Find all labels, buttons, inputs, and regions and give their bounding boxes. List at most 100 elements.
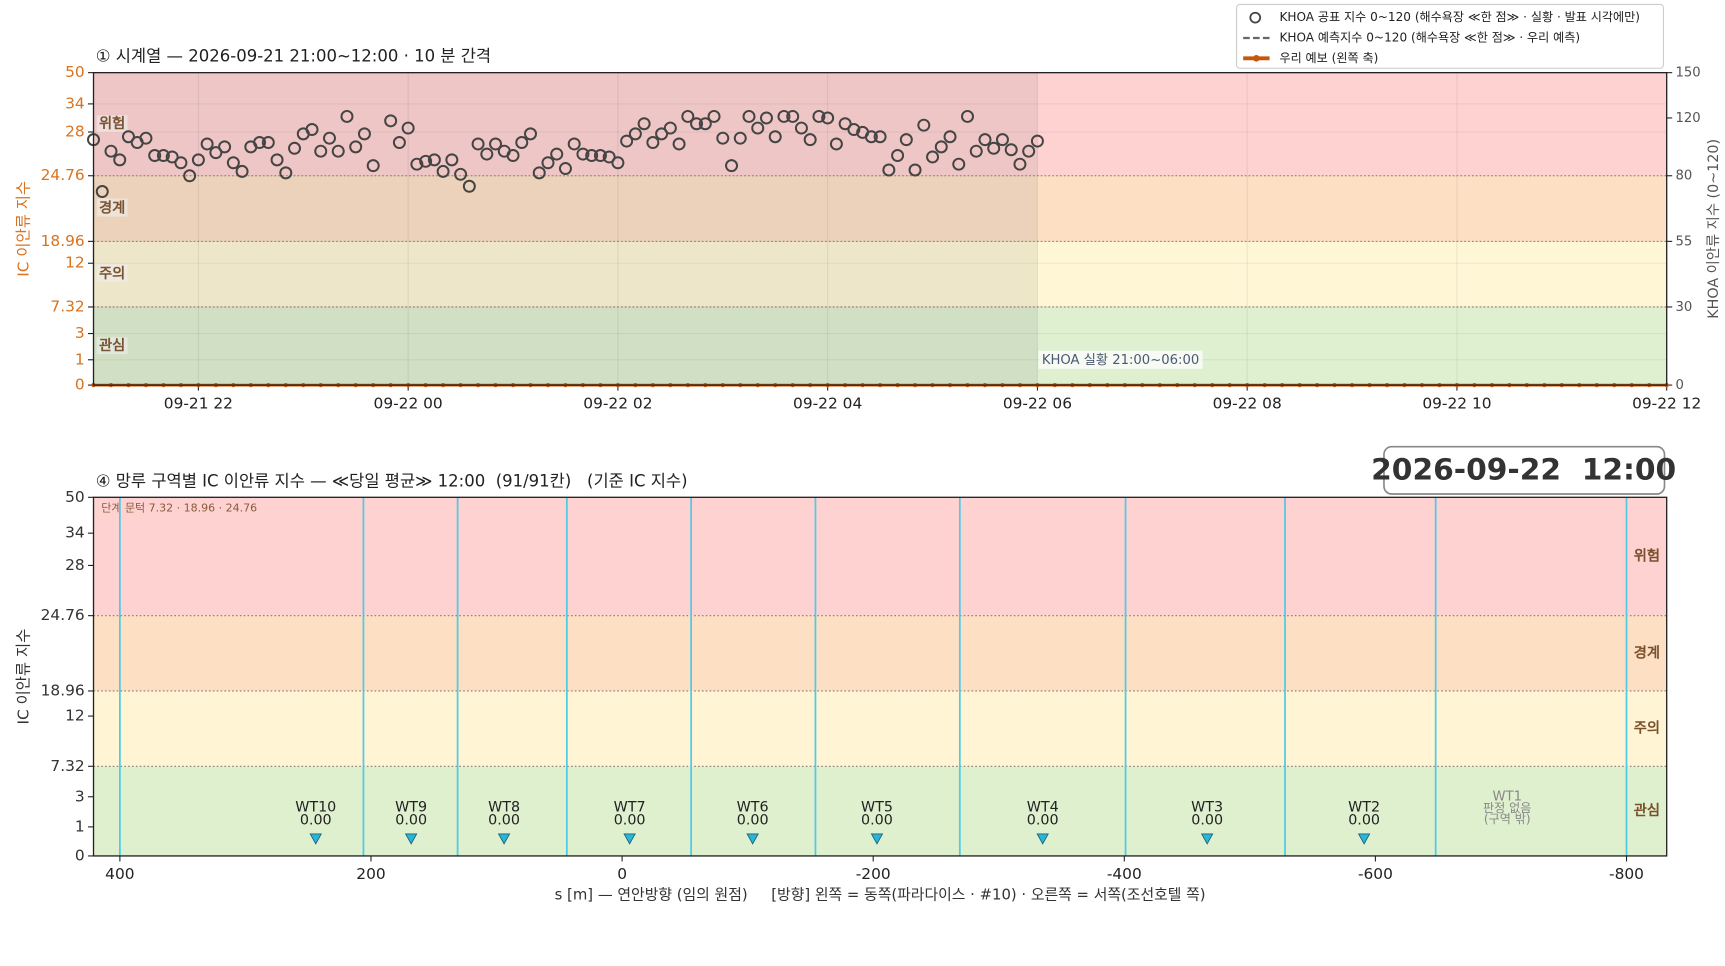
risk-band bbox=[93, 175, 1667, 242]
data-point bbox=[331, 144, 345, 158]
data-point bbox=[698, 117, 712, 131]
y-axis-label: IC 이안류 지수 bbox=[15, 629, 33, 725]
data-point bbox=[427, 153, 441, 167]
x-tick-label: 09-22 06 bbox=[1003, 394, 1072, 412]
span-label-bg bbox=[1038, 350, 1203, 369]
data-point bbox=[288, 141, 302, 155]
y-axis-label: IC 이안류 지수 bbox=[15, 181, 33, 277]
y-tick-label: 50 bbox=[65, 63, 85, 81]
y-tick-label: 28 bbox=[65, 556, 85, 574]
data-point bbox=[558, 162, 572, 176]
data-point bbox=[899, 133, 913, 147]
data-point bbox=[864, 130, 878, 144]
legend-label: KHOA 예측지수 0~120 (해수욕장 ≪한 점≫ · 우리 예측) bbox=[1279, 30, 1580, 44]
y2-axis-label: KHOA 이안류 지수 (0~120) bbox=[1705, 139, 1722, 319]
data-point bbox=[445, 153, 459, 167]
band-label: 위험 bbox=[99, 115, 125, 132]
zone-status: (구역 밖) bbox=[1484, 812, 1531, 826]
band-label: 관심 bbox=[1634, 802, 1660, 819]
y2-tick-label: 30 bbox=[1675, 300, 1692, 315]
chart-title: ① 시계열 — 2026-09-21 21:00~12:00 · 10 분 간격 bbox=[96, 47, 491, 66]
y-tick-label: 24.76 bbox=[41, 166, 85, 184]
zone-name: WT2 bbox=[1348, 800, 1380, 816]
data-point bbox=[104, 144, 118, 158]
y-tick-label: 50 bbox=[65, 488, 85, 506]
y-tick-label: 0 bbox=[75, 846, 85, 864]
data-point bbox=[279, 166, 293, 180]
x-axis-label: s [m] — 연안방향 (임의 원점) [방향] 왼쪽 = 동쪽(파라다이스 … bbox=[555, 886, 1206, 904]
zone-name: WT5 bbox=[861, 800, 893, 816]
zone-marker bbox=[746, 833, 759, 845]
data-point bbox=[410, 157, 424, 171]
data-point bbox=[436, 164, 450, 178]
data-point bbox=[226, 156, 240, 170]
data-point bbox=[541, 156, 555, 170]
data-point bbox=[148, 149, 162, 163]
data-point bbox=[576, 147, 590, 161]
chart-title: ④ 망루 구역별 IC 이안류 지수 — ≪당일 평균≫ 12:00 (91/9… bbox=[96, 471, 688, 490]
data-point bbox=[812, 109, 826, 123]
y2-tick-label: 0 bbox=[1675, 378, 1683, 393]
data-point bbox=[628, 127, 642, 141]
legend bbox=[1235, 3, 1664, 69]
data-point bbox=[882, 163, 896, 177]
data-point bbox=[95, 185, 109, 198]
plot-frame bbox=[92, 71, 1668, 386]
data-point bbox=[218, 140, 232, 154]
data-point bbox=[611, 156, 625, 170]
data-point bbox=[952, 157, 966, 171]
data-point bbox=[165, 150, 179, 164]
data-point bbox=[462, 179, 476, 193]
data-point bbox=[384, 114, 398, 128]
y-tick-label: 1 bbox=[75, 817, 85, 835]
data-point bbox=[821, 111, 835, 125]
zone-value-label: 0.00 bbox=[488, 813, 520, 829]
data-point bbox=[156, 149, 170, 163]
data-point bbox=[926, 150, 940, 164]
zone-name: WT10 bbox=[295, 800, 336, 816]
zone-status: 판정 없음 bbox=[1483, 801, 1531, 815]
data-point bbox=[847, 123, 861, 137]
data-point bbox=[322, 131, 336, 145]
x-tick-label: -600 bbox=[1358, 865, 1393, 883]
zone-value-label: 0.00 bbox=[1191, 813, 1223, 829]
data-point bbox=[873, 130, 887, 144]
data-point bbox=[419, 154, 433, 168]
zone-value-label: 0.00 bbox=[1348, 813, 1380, 829]
data-point bbox=[663, 121, 677, 135]
y-tick-label: 28 bbox=[65, 123, 85, 141]
data-point bbox=[803, 133, 817, 147]
data-point bbox=[270, 153, 284, 167]
data-point bbox=[891, 149, 905, 163]
data-point bbox=[768, 130, 782, 144]
legend-marker bbox=[1253, 55, 1260, 62]
data-point bbox=[113, 153, 127, 167]
data-point bbox=[978, 133, 992, 147]
data-point bbox=[777, 109, 791, 123]
data-point bbox=[961, 109, 974, 123]
zone-name: WT7 bbox=[614, 800, 646, 816]
data-point bbox=[742, 109, 756, 123]
y-tick-label: 7.32 bbox=[50, 757, 84, 775]
data-point bbox=[681, 109, 695, 123]
zone-name: WT4 bbox=[1027, 800, 1059, 816]
data-point bbox=[690, 117, 704, 131]
data-point bbox=[200, 137, 214, 151]
data-point bbox=[174, 156, 188, 170]
data-point bbox=[183, 169, 197, 183]
data-point bbox=[253, 136, 267, 150]
data-point bbox=[235, 164, 249, 178]
y-tick-label: 0 bbox=[75, 376, 85, 394]
data-point bbox=[829, 137, 843, 151]
data-point bbox=[987, 141, 1001, 155]
annotation: 단계 문턱 7.32 · 18.96 · 24.76 bbox=[101, 501, 257, 514]
x-tick-label: 09-22 12 bbox=[1632, 394, 1701, 412]
band-label: 주의 bbox=[99, 264, 125, 282]
zone-marker bbox=[404, 833, 418, 845]
data-point bbox=[593, 149, 607, 163]
data-point bbox=[602, 150, 616, 164]
data-point bbox=[524, 127, 537, 141]
data-point bbox=[620, 134, 634, 148]
zone-value-label: 0.00 bbox=[1027, 813, 1059, 829]
